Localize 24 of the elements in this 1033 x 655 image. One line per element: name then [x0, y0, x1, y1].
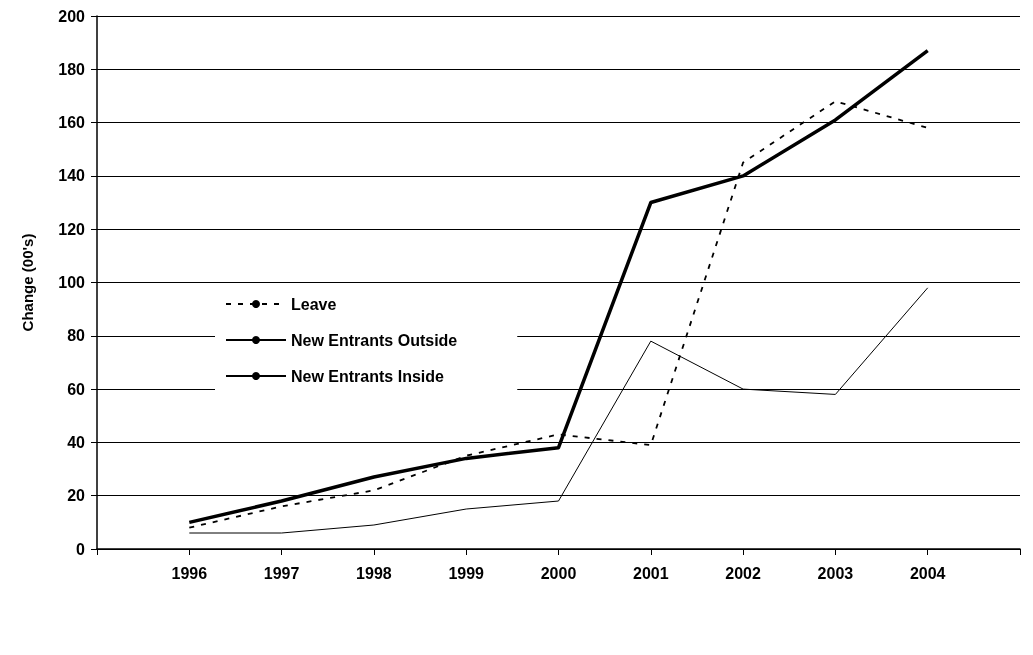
legend-label: Leave: [291, 295, 337, 313]
y-tick-label: 100: [58, 274, 86, 291]
x-tick-label: 2001: [633, 564, 669, 582]
y-tick-label: 60: [67, 380, 86, 398]
y-tick-label: 40: [67, 433, 86, 451]
y-tick-label: 120: [58, 220, 86, 238]
x-tick-label: 2000: [540, 564, 577, 582]
legend-label: New Entrants Inside: [291, 367, 445, 385]
x-tick-label: 2004: [909, 564, 946, 582]
x-tick-label: 2002: [725, 564, 761, 582]
y-tick-label: 200: [58, 7, 86, 25]
y-tick-label: 160: [58, 114, 86, 132]
x-tick-label: 1998: [356, 564, 392, 582]
y-tick-label: 140: [58, 167, 86, 185]
y-tick-label: 0: [76, 540, 86, 558]
x-tick-label: 2003: [817, 564, 854, 582]
x-tick-label: 1997: [263, 564, 300, 582]
legend-label: New Entrants Outside: [291, 331, 458, 349]
y-tick-label: 20: [67, 487, 86, 505]
x-tick-label: 1996: [171, 564, 208, 582]
y-axis-title: Change (00's): [19, 233, 36, 332]
y-tick-label: 180: [58, 60, 86, 78]
x-tick-label: 1999: [448, 564, 485, 582]
y-tick-label: 80: [67, 327, 86, 345]
